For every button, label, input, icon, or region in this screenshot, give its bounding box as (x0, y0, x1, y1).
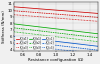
Y-axis label: Stiffness (N/mm): Stiffness (N/mm) (2, 10, 6, 43)
Legend: K_{a1}, K_{a2}, K_{a3}, K_{b1}, K_{b2}, K_{b3}, K_{c1}, K_{c2}, K_{c3}: K_{a1}, K_{a2}, K_{a3}, K_{b1}, K_{b2}, … (15, 36, 55, 50)
X-axis label: Resistance configuration (Ω): Resistance configuration (Ω) (28, 58, 84, 62)
